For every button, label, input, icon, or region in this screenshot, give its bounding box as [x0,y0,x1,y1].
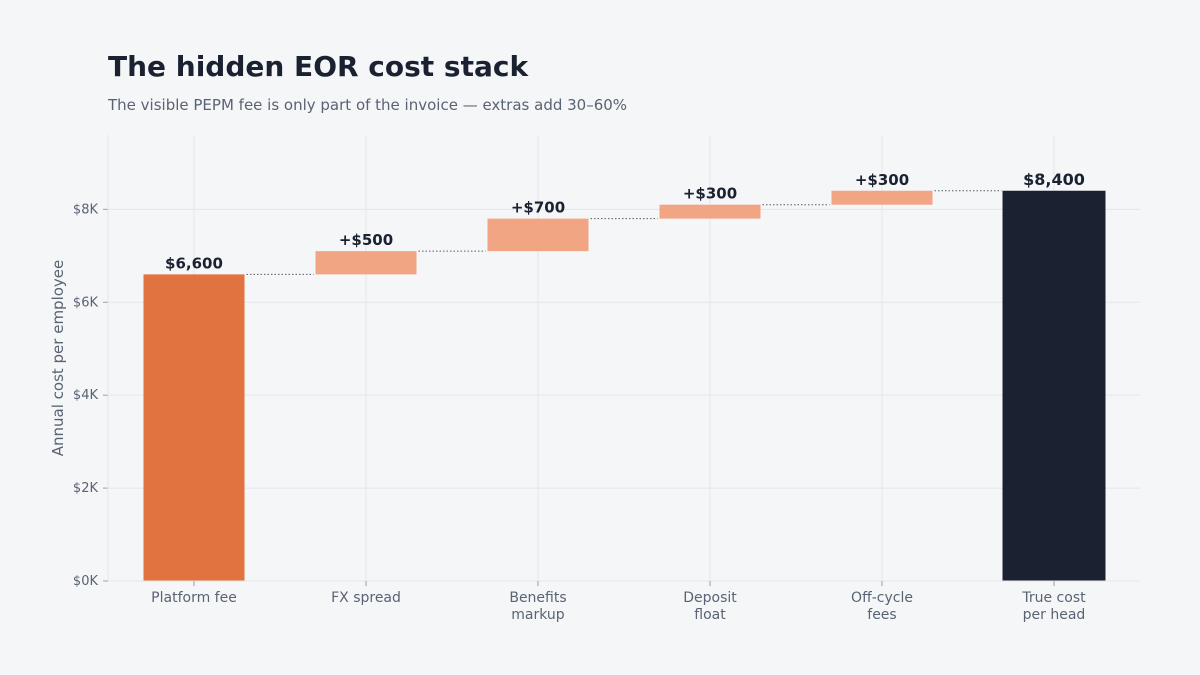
y-tick-label: $8K [73,202,99,217]
bar-base [143,274,245,581]
bar-increment [487,218,589,252]
data-label: +$300 [855,171,909,189]
data-label: $8,400 [1023,170,1085,189]
x-category-label: float [694,607,726,623]
bar-increment [659,204,761,219]
data-label: $6,600 [165,254,223,272]
x-category-label: Off-cycle [851,590,913,606]
axis-layer: $0K $2K $4K $6K $8K Platform fee FX spread Bene… [73,135,1140,623]
x-category-label: FX spread [331,590,401,606]
data-label: +$300 [683,185,737,203]
chart-title: The hidden EOR cost stack [108,50,529,83]
x-category-label: fees [867,607,896,623]
x-category-label: Deposit [683,590,737,606]
x-category-label: per head [1023,607,1086,623]
x-category-label: markup [511,607,565,623]
x-category-label: True cost [1021,590,1086,606]
bar-increment [831,190,933,205]
bar-increment [315,251,417,275]
label-layer: $6,600 +$500 +$700 +$300 +$300 $8,400 [165,170,1085,273]
y-axis-title: Annual cost per employee [49,260,67,457]
y-tick-label: $6K [73,295,99,310]
y-tick-label: $2K [73,481,99,496]
grid-layer [108,135,1140,582]
bar-layer [143,190,1106,581]
x-category-label: Platform fee [151,590,237,606]
data-label: +$700 [511,199,565,217]
y-tick-label: $4K [73,388,99,403]
connector-layer [246,190,1002,275]
y-tick-label: $0K [73,574,99,589]
data-label: +$500 [339,231,393,249]
x-category-label: Benefits [509,590,566,606]
chart-subtitle: The visible PEPM fee is only part of the… [108,96,628,114]
bar-total [1002,190,1106,581]
